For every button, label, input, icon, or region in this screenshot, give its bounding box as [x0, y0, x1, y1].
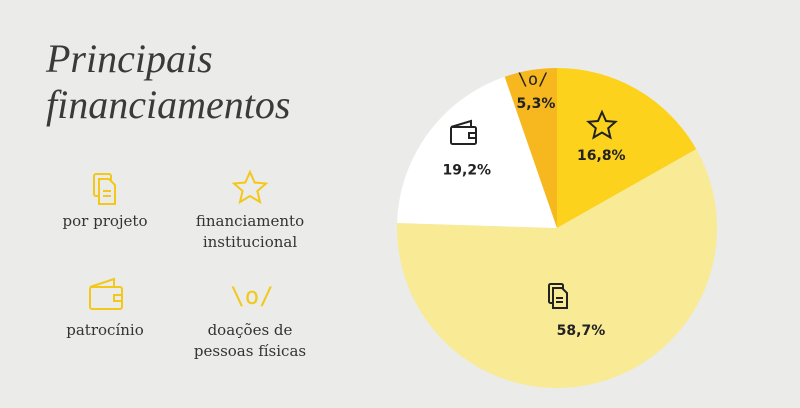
slice-label: 19,2%	[443, 163, 492, 179]
legend-label: doações de pessoas físicas	[193, 321, 307, 360]
slice-icon-wallet	[450, 119, 477, 145]
slice-icon-cheer: \o/	[518, 70, 549, 90]
legend-icon-wallet	[89, 277, 123, 310]
slice-label: 16,8%	[577, 148, 626, 164]
pie-slice	[396, 149, 717, 388]
legend-icon-star	[231, 169, 269, 205]
legend-label: patrocínio	[66, 321, 144, 339]
legend-icon-document	[93, 173, 116, 205]
legend-label: por projeto	[62, 212, 148, 230]
pie-slice	[397, 76, 557, 228]
slice-label: 5,3%	[517, 96, 556, 112]
slice-icon-star	[586, 109, 618, 140]
slice-label: 58,7%	[557, 323, 606, 339]
title: Principais financiamentos	[46, 36, 291, 127]
pie-slice	[557, 68, 697, 228]
pie-slice	[504, 68, 557, 228]
slice-icon-document	[548, 283, 568, 309]
legend-icon-cheer: \o/	[230, 282, 273, 310]
legend-label: financiamento institucional	[195, 212, 305, 251]
pie: 16,8% 58,7% 19,2% 5,3%	[396, 68, 717, 388]
